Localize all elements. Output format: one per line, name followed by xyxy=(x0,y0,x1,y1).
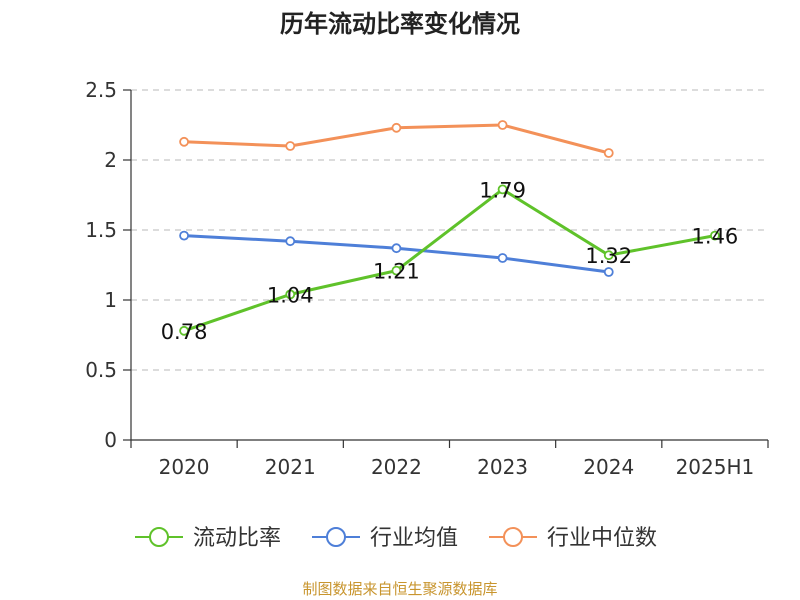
legend-label: 流动比率 xyxy=(193,526,281,551)
legend-marker-circle xyxy=(149,527,169,547)
x-tick-label: 2025H1 xyxy=(676,455,755,479)
data-label: 1.21 xyxy=(373,260,420,284)
legend-label: 行业均值 xyxy=(370,526,458,551)
source-note: 制图数据来自恒生聚源数据库 xyxy=(302,580,497,598)
legend-marker-circle xyxy=(503,527,523,547)
x-tick-label: 2024 xyxy=(583,455,634,479)
x-tick-label: 2023 xyxy=(477,455,528,479)
data-label: 1.79 xyxy=(479,178,526,202)
axes: 0 0.5 1 1.5 2 2.5 2020 2021 2022 2023 2024 2025H1 xyxy=(85,78,769,479)
series-point xyxy=(603,250,614,261)
chart-title: 历年流动比率变化情况 xyxy=(280,10,520,38)
series-point xyxy=(603,148,614,158)
series-point xyxy=(497,184,508,195)
data-label: 1.04 xyxy=(267,283,314,307)
y-tick-label: 0.5 xyxy=(85,358,117,382)
series-point xyxy=(391,265,402,276)
x-tick-label: 2021 xyxy=(265,455,316,479)
y-tick-label: 0 xyxy=(104,428,117,452)
gridlines xyxy=(131,89,768,371)
series-layer xyxy=(179,120,720,336)
data-label: 0.78 xyxy=(161,320,208,344)
y-tick-label: 2 xyxy=(104,148,117,172)
legend-label: 行业中位数 xyxy=(547,526,657,551)
series-point xyxy=(179,230,189,241)
x-tick-label: 2022 xyxy=(371,455,422,479)
series-point xyxy=(497,253,508,263)
series-point xyxy=(285,236,296,247)
x-tick-label: 2020 xyxy=(159,455,210,479)
series-point xyxy=(179,325,189,336)
legend: 流动比率 行业均值 行业中位数 xyxy=(135,526,657,551)
series-point xyxy=(179,136,189,147)
y-tick-label: 2.5 xyxy=(85,78,117,102)
series-point xyxy=(497,120,508,130)
series-point xyxy=(285,141,296,151)
y-tick-label: 1 xyxy=(104,288,117,312)
legend-marker-circle xyxy=(326,527,346,547)
series-point xyxy=(285,289,296,300)
series-point xyxy=(603,267,614,277)
data-label: 1.32 xyxy=(585,244,632,268)
series-line xyxy=(183,187,716,333)
series-point xyxy=(391,243,402,254)
data-label: 1.46 xyxy=(692,225,739,249)
y-tick-label: 1.5 xyxy=(85,218,117,242)
series-point xyxy=(710,230,720,241)
data-labels: 0.78 1.04 1.21 1.79 1.32 1.46 xyxy=(161,178,739,343)
series-point xyxy=(391,122,402,133)
